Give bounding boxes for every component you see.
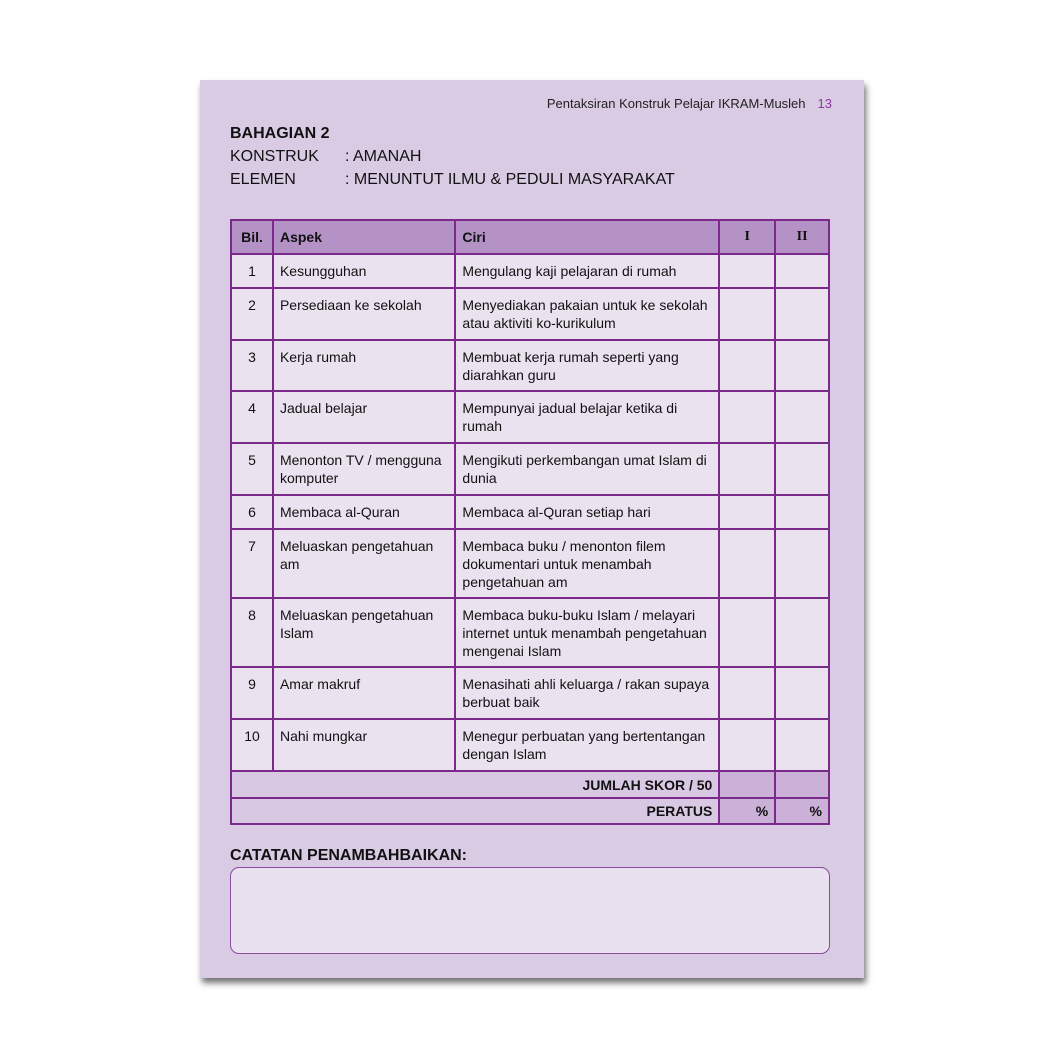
total-label: JUMLAH SKOR / 50	[229, 770, 721, 799]
bil-cell: 1	[230, 253, 274, 289]
bil-cell: 6	[230, 494, 274, 530]
aspek-cell: Persediaan ke sekolah	[271, 287, 457, 341]
ciri-cell: Membuat kerja rumah seperti yang diarahk…	[454, 339, 721, 392]
ciri-cell: Menyediakan pakaian untuk ke sekolah ata…	[454, 287, 721, 341]
assessment-table: Bil. Aspek Ciri I II 1 Kesungguhan Mengula…	[229, 219, 830, 825]
aspek-cell: Membaca al-Quran	[271, 494, 457, 530]
bil-cell: 2	[230, 287, 274, 341]
table-row: 9 Amar makruf Menasihati ahli keluarga / r…	[230, 666, 830, 720]
score-ii-cell[interactable]	[774, 666, 830, 720]
document-page: Pentaksiran Konstruk Pelajar IKRAM-Musle…	[200, 80, 864, 978]
score-i-cell[interactable]	[718, 666, 777, 720]
score-i-cell[interactable]	[718, 390, 777, 444]
aspek-cell: Amar makruf	[271, 666, 457, 720]
percent-i-cell[interactable]: %	[718, 797, 777, 825]
score-ii-cell[interactable]	[774, 494, 830, 530]
header-i: I	[718, 219, 777, 255]
ciri-cell: Menegur perbuatan yang bertentangan deng…	[454, 718, 721, 772]
ciri-cell: Mempunyai jadual belajar ketika di rumah	[454, 390, 721, 444]
score-ii-cell[interactable]	[774, 287, 830, 341]
table-row: 7 Meluaskan pengetahuan am Membaca buku / …	[230, 528, 830, 599]
konstruk-value: : AMANAH	[345, 148, 422, 165]
table-row: 8 Meluaskan pengetahuan Islam Membaca buku…	[230, 597, 830, 668]
aspek-cell: Jadual belajar	[271, 390, 457, 444]
ciri-cell: Menasihati ahli keluarga / rakan supaya …	[454, 666, 721, 720]
score-i-cell[interactable]	[718, 442, 777, 496]
aspek-cell: Nahi mungkar	[271, 718, 457, 772]
aspek-cell: Meluaskan pengetahuan am	[271, 528, 457, 599]
konstruk-label: KONSTRUK	[230, 148, 319, 165]
notes-box[interactable]	[230, 867, 830, 954]
running-head-title: Pentaksiran Konstruk Pelajar IKRAM-Musle…	[546, 96, 806, 111]
elemen-label: ELEMEN	[230, 171, 296, 188]
header-ciri: Ciri	[454, 219, 721, 255]
table-row: 1 Kesungguhan Mengulang kaji pelajaran di …	[230, 253, 830, 289]
score-ii-cell[interactable]	[774, 339, 830, 392]
total-row: JUMLAH SKOR / 50	[229, 770, 830, 799]
bil-cell: 9	[230, 666, 274, 720]
table-row: 2 Persediaan ke sekolah Menyediakan pakaia…	[230, 287, 830, 341]
score-ii-cell[interactable]	[774, 253, 830, 289]
percent-label: PERATUS	[229, 797, 721, 825]
total-ii-cell[interactable]	[774, 770, 830, 799]
score-ii-cell[interactable]	[774, 597, 830, 668]
header-ii: II	[774, 219, 830, 255]
bil-cell: 8	[230, 597, 274, 668]
header-bil: Bil.	[230, 219, 274, 255]
elemen-value: : MENUNTUT ILMU & PEDULI MASYARAKAT	[345, 171, 675, 188]
table-row: 5 Menonton TV / mengguna komputer Mengikut…	[230, 442, 830, 496]
score-ii-cell[interactable]	[774, 390, 830, 444]
score-ii-cell[interactable]	[774, 442, 830, 496]
section-title: BAHAGIAN 2	[230, 125, 330, 142]
aspek-cell: Kesungguhan	[271, 253, 457, 289]
table-row: 3 Kerja rumah Membuat kerja rumah seperti …	[230, 339, 830, 392]
table-row: 6 Membaca al-Quran Membaca al-Quran setiap…	[230, 494, 830, 530]
ciri-cell: Membaca buku / menonton filem dokumentar…	[454, 528, 721, 599]
ciri-cell: Mengulang kaji pelajaran di rumah	[454, 253, 721, 289]
bil-cell: 3	[230, 339, 274, 392]
aspek-cell: Meluaskan pengetahuan Islam	[271, 597, 457, 668]
bil-cell: 4	[230, 390, 274, 444]
score-i-cell[interactable]	[718, 339, 777, 392]
bil-cell: 7	[230, 528, 274, 599]
table-row: 10 Nahi mungkar Menegur perbuatan yang ber…	[230, 718, 830, 772]
ciri-cell: Membaca al-Quran setiap hari	[454, 494, 721, 530]
page-number: 13	[817, 96, 832, 111]
notes-label: CATATAN PENAMBAHBAIKAN:	[230, 847, 468, 864]
bil-cell: 5	[230, 442, 274, 496]
score-i-cell[interactable]	[718, 597, 777, 668]
bil-cell: 10	[230, 718, 274, 772]
score-ii-cell[interactable]	[774, 528, 830, 599]
score-i-cell[interactable]	[718, 253, 777, 289]
ciri-cell: Mengikuti perkembangan umat Islam di dun…	[454, 442, 721, 496]
percent-ii-cell[interactable]: %	[774, 797, 830, 825]
score-i-cell[interactable]	[718, 718, 777, 772]
score-ii-cell[interactable]	[774, 718, 830, 772]
percent-row: PERATUS % %	[229, 797, 830, 825]
score-i-cell[interactable]	[718, 287, 777, 341]
score-i-cell[interactable]	[718, 528, 777, 599]
aspek-cell: Menonton TV / mengguna komputer	[271, 442, 457, 496]
total-i-cell[interactable]	[718, 770, 777, 799]
table-row: 4 Jadual belajar Mempunyai jadual belajar …	[230, 390, 830, 444]
score-i-cell[interactable]	[718, 494, 777, 530]
konstruk-line: KONSTRUK : AMANAH	[230, 148, 421, 166]
ciri-cell: Membaca buku-buku Islam / melayari inter…	[454, 597, 721, 668]
elemen-line: ELEMEN : MENUNTUT ILMU & PEDULI MASYARAKA…	[230, 171, 675, 189]
table-header: Bil. Aspek Ciri I II	[230, 219, 830, 255]
header-aspek: Aspek	[271, 219, 457, 255]
running-head: Pentaksiran Konstruk Pelajar IKRAM-Musle…	[547, 96, 832, 111]
aspek-cell: Kerja rumah	[271, 339, 457, 392]
